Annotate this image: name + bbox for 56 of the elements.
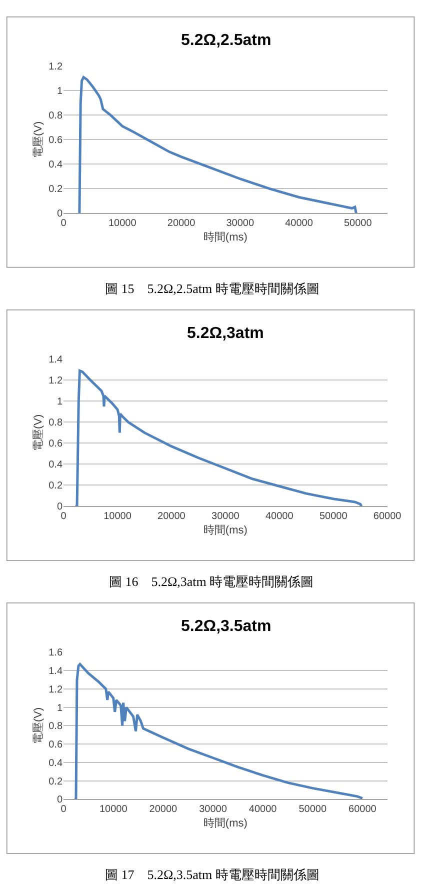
y-tick-label: 0: [56, 794, 63, 806]
y-tick-label: 1.2: [48, 62, 63, 73]
x-tick-label: 40000: [285, 218, 314, 230]
y-tick-label: 0.4: [48, 160, 63, 171]
y-tick-label: 1.4: [48, 666, 63, 678]
y-tick-label: 0: [56, 502, 63, 513]
y-tick-label: 0.6: [48, 740, 63, 751]
y-axis-title: 電壓(V): [32, 707, 44, 744]
y-tick-label: 1: [56, 702, 63, 714]
x-tick-label: 30000: [226, 218, 254, 230]
x-tick-label: 50000: [344, 218, 372, 230]
y-tick-label: 0.2: [48, 776, 63, 788]
y-tick-label: 1.4: [48, 354, 63, 366]
y-tick-label: 0.6: [48, 438, 63, 450]
x-tick-label: 60000: [373, 511, 402, 522]
caption: 圖 16 5.2Ω,3atm 時電壓時間關係圖: [109, 574, 314, 589]
x-tick-label: 10000: [99, 804, 128, 816]
y-tick-label: 0: [56, 208, 63, 220]
x-tick-label: 40000: [248, 804, 278, 816]
y-tick-label: 1.2: [48, 684, 63, 696]
y-tick-label: 0.8: [48, 418, 63, 429]
x-tick-label: 10000: [108, 218, 137, 230]
y-tick-label: 0.8: [48, 110, 63, 122]
y-tick-label: 1: [56, 396, 63, 408]
y-axis-title: 電壓(V): [32, 121, 44, 158]
x-tick-label: 20000: [167, 218, 196, 230]
chart-title: 5.2Ω,2.5atm: [181, 32, 272, 49]
y-tick-label: 0.2: [48, 184, 63, 196]
y-tick-label: 0.6: [48, 135, 63, 146]
y-tick-label: 1.2: [48, 376, 63, 387]
x-tick-label: 40000: [265, 511, 294, 522]
x-axis-title: 時間(ms): [203, 816, 248, 830]
x-tick-label: 50000: [298, 804, 327, 816]
y-tick-label: 0.4: [48, 460, 63, 471]
x-tick-label: 60000: [348, 804, 377, 816]
line-series: [74, 369, 363, 506]
y-tick-label: 1.6: [48, 648, 63, 659]
line-series: [73, 662, 364, 800]
chart-title: 5.2Ω,3atm: [187, 325, 264, 342]
caption: 圖 17 5.2Ω,3.5atm 時電壓時間關係圖: [105, 867, 320, 882]
caption: 圖 15 5.2Ω,2.5atm 時電壓時間關係圖: [105, 281, 320, 296]
x-tick-label: 20000: [149, 804, 178, 816]
x-tick-label: 20000: [158, 511, 186, 522]
x-axis-title: 時間(ms): [203, 230, 248, 244]
x-tick-label: 30000: [212, 511, 240, 522]
chart-title: 5.2Ω,3.5atm: [181, 618, 272, 635]
x-tick-label: 50000: [319, 511, 348, 522]
line-series: [77, 76, 358, 214]
x-tick-label: 30000: [199, 804, 228, 816]
y-tick-label: 0.4: [48, 758, 63, 769]
x-tick-label: 10000: [104, 511, 132, 522]
y-tick-label: 1: [56, 86, 63, 98]
x-axis-title: 時間(ms): [203, 523, 248, 536]
y-tick-label: 0.2: [48, 480, 63, 492]
y-axis-title: 電壓(V): [32, 414, 44, 452]
y-tick-label: 0.8: [48, 721, 63, 732]
